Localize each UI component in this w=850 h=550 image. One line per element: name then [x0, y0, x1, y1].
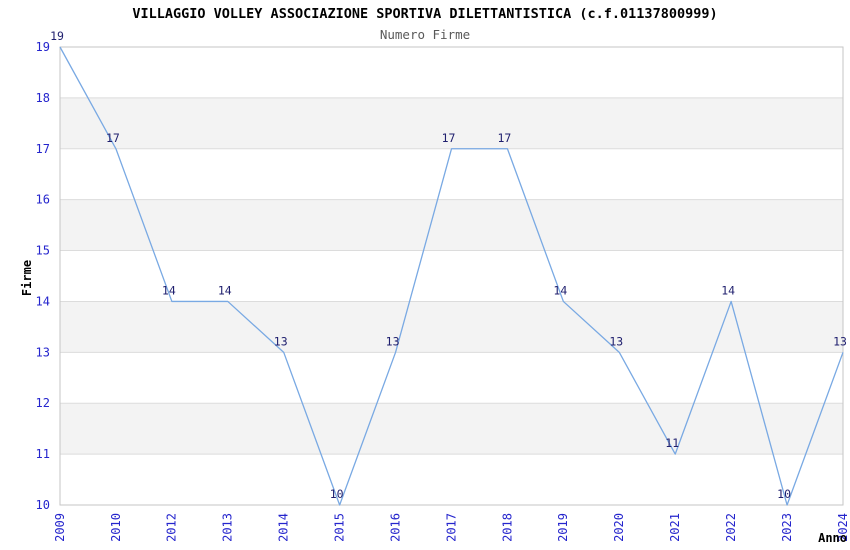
x-tick-label: 2017: [444, 513, 458, 542]
data-point-label: 14: [721, 283, 735, 297]
data-point-label: 13: [274, 334, 288, 348]
chart-subtitle: Numero Firme: [379, 27, 471, 42]
x-tick-label: 2020: [612, 513, 626, 542]
x-tick-label: 2022: [724, 513, 738, 542]
data-point-label: 17: [497, 131, 511, 145]
x-tick-label: 2019: [556, 513, 570, 542]
data-point-label: 17: [106, 131, 120, 145]
x-tick-label: 2021: [668, 513, 682, 542]
data-point-label: 11: [665, 436, 679, 450]
y-axis-title: Firme: [20, 259, 34, 297]
data-point-label: 19: [50, 29, 64, 43]
data-point-label: 10: [777, 487, 791, 501]
data-point-label: 17: [442, 131, 456, 145]
x-tick-label: 2009: [53, 513, 67, 542]
y-tick-label: 19: [36, 40, 50, 54]
data-point-label: 13: [386, 334, 400, 348]
plot-band: [60, 97, 843, 149]
x-tick-label: 2015: [332, 513, 346, 542]
y-tick-label: 15: [36, 244, 50, 258]
x-tick-label: 2012: [165, 513, 179, 542]
y-tick-label: 10: [36, 498, 50, 512]
x-axis-title: Anno: [818, 531, 847, 545]
data-point-label: 14: [553, 283, 567, 297]
x-tick-label: 2013: [221, 513, 235, 542]
y-tick-label: 14: [36, 294, 50, 308]
y-tick-label: 16: [36, 193, 50, 207]
chart-title: VILLAGGIO VOLLEY ASSOCIAZIONE SPORTIVA D…: [132, 6, 718, 22]
data-point-label: 13: [609, 334, 623, 348]
series-line: [59, 46, 844, 506]
plot-border: [59, 46, 844, 506]
x-tick-label: 2018: [500, 513, 514, 542]
y-tick-label: 17: [36, 142, 50, 156]
x-tick-label: 2024: [836, 513, 850, 542]
plot-band: [60, 403, 843, 455]
y-tick-label: 11: [36, 447, 50, 461]
x-tick-label: 2014: [277, 513, 291, 542]
y-tick-label: 18: [36, 91, 50, 105]
x-tick-label: 2016: [388, 513, 402, 542]
y-tick-label: 12: [36, 396, 50, 410]
x-tick-label: 2023: [780, 513, 794, 542]
y-tick-label: 13: [36, 345, 50, 359]
x-tick-label: 2010: [109, 513, 123, 542]
plot-band: [60, 199, 843, 251]
plot-band: [60, 301, 843, 353]
data-point-label: 10: [330, 487, 344, 501]
data-point-label: 14: [162, 283, 176, 297]
data-point-label: 14: [218, 283, 232, 297]
data-point-label: 13: [833, 334, 847, 348]
